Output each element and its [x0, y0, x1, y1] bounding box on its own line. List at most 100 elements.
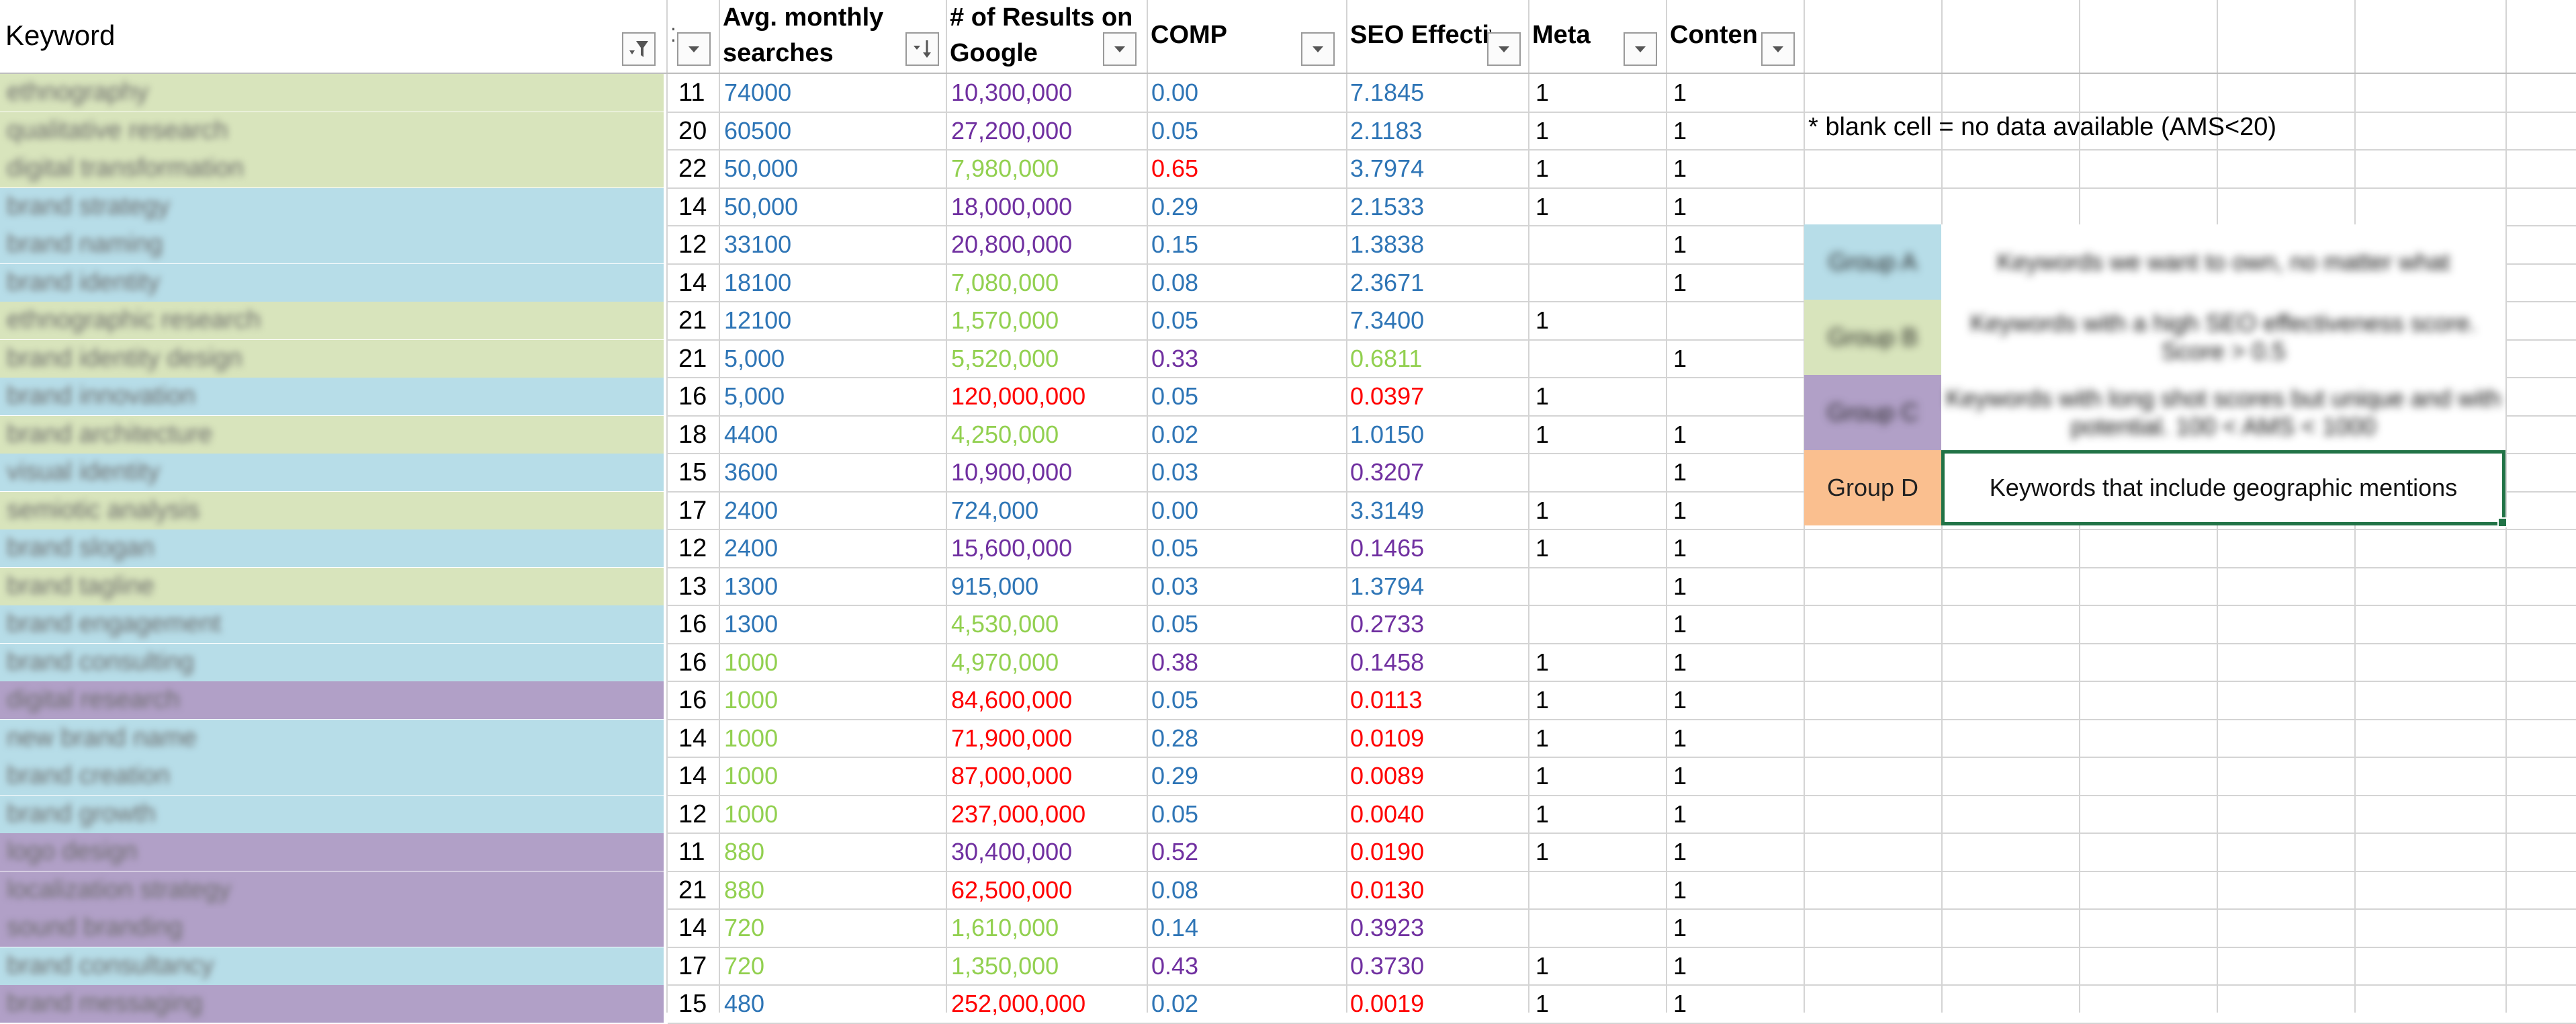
sort-desc-icon[interactable]: [905, 32, 939, 66]
cell-comp[interactable]: 0.03: [1151, 572, 1199, 600]
cell-meta[interactable]: 1: [1536, 990, 1550, 1017]
cell-results-on-google[interactable]: 4,530,000: [951, 610, 1059, 638]
cell-seo-effectiveness[interactable]: 0.0113: [1350, 686, 1423, 714]
cell-content[interactable]: 1: [1673, 800, 1687, 828]
cell-seo-effectiveness[interactable]: 3.7974: [1350, 155, 1425, 182]
cell-keyword[interactable]: brand slogan: [0, 529, 664, 567]
cell-results-on-google[interactable]: 20,800,000: [951, 230, 1073, 258]
cell-content[interactable]: 1: [1673, 572, 1687, 600]
cell-avg-monthly-searches[interactable]: 880: [724, 876, 765, 904]
cell-num[interactable]: 16: [678, 610, 707, 638]
cell-seo-effectiveness[interactable]: 0.3923: [1350, 914, 1425, 941]
cell-num[interactable]: 15: [678, 458, 707, 486]
cell-avg-monthly-searches[interactable]: 1000: [724, 648, 779, 676]
cell-seo-effectiveness[interactable]: 0.1458: [1350, 648, 1425, 676]
dropdown-arrow-icon[interactable]: [1301, 32, 1335, 66]
cell-seo-effectiveness[interactable]: 0.0397: [1350, 382, 1425, 410]
cell-content[interactable]: 1: [1673, 951, 1687, 980]
cell-results-on-google[interactable]: 18,000,000: [951, 192, 1073, 220]
cell-keyword[interactable]: brand growth: [0, 795, 664, 833]
cell-keyword[interactable]: semiotic analysis: [0, 491, 664, 529]
cell-content[interactable]: 1: [1673, 420, 1687, 448]
header-content[interactable]: Conten: [1667, 0, 1804, 74]
cell-content[interactable]: 1: [1673, 990, 1687, 1017]
cell-results-on-google[interactable]: 915,000: [951, 572, 1039, 600]
cell-content[interactable]: 1: [1673, 192, 1687, 220]
cell-comp[interactable]: 0.52: [1151, 838, 1199, 865]
cell-comp[interactable]: 0.33: [1151, 344, 1199, 372]
cell-avg-monthly-searches[interactable]: 50,000: [724, 192, 799, 220]
cell-num[interactable]: 20: [678, 116, 707, 145]
cell-keyword[interactable]: ethnographic research: [0, 302, 664, 339]
cell-seo-effectiveness[interactable]: 1.3838: [1350, 230, 1425, 258]
cell-seo-effectiveness[interactable]: 1.3794: [1350, 572, 1425, 600]
cell-keyword[interactable]: brand messaging: [0, 985, 664, 1023]
cell-seo-effectiveness[interactable]: 0.0190: [1350, 838, 1425, 865]
cell-avg-monthly-searches[interactable]: 880: [724, 838, 765, 865]
cell-comp[interactable]: 0.29: [1151, 192, 1199, 220]
cell-keyword[interactable]: digital transformation: [0, 150, 664, 187]
cell-comp[interactable]: 0.28: [1151, 724, 1199, 752]
cell-seo-effectiveness[interactable]: 2.1533: [1350, 192, 1425, 220]
cell-seo-effectiveness[interactable]: 0.6811: [1350, 344, 1423, 372]
cell-avg-monthly-searches[interactable]: 2400: [724, 496, 779, 524]
cell-comp[interactable]: 0.05: [1151, 686, 1199, 714]
cell-results-on-google[interactable]: 71,900,000: [951, 724, 1073, 752]
cell-results-on-google[interactable]: 27,200,000: [951, 116, 1073, 144]
cell-num[interactable]: 17: [678, 496, 707, 525]
cell-meta[interactable]: 1: [1536, 762, 1550, 790]
cell-comp[interactable]: 0.38: [1151, 648, 1199, 676]
cell-comp[interactable]: 0.08: [1151, 268, 1199, 296]
cell-comp[interactable]: 0.08: [1151, 876, 1199, 904]
cell-meta[interactable]: 1: [1536, 800, 1550, 828]
cell-avg-monthly-searches[interactable]: 1000: [724, 724, 779, 752]
cell-seo-effectiveness[interactable]: 0.0130: [1350, 876, 1425, 904]
cell-keyword[interactable]: new brand name: [0, 719, 664, 757]
cell-comp[interactable]: 0.05: [1151, 610, 1199, 638]
dropdown-arrow-icon[interactable]: [1103, 32, 1137, 66]
cell-seo-effectiveness[interactable]: 2.3671: [1350, 268, 1425, 296]
cell-num[interactable]: 14: [678, 724, 707, 753]
cell-results-on-google[interactable]: 237,000,000: [951, 800, 1086, 828]
cell-results-on-google[interactable]: 1,350,000: [951, 951, 1059, 980]
cell-avg-monthly-searches[interactable]: 3600: [724, 458, 779, 486]
cell-comp[interactable]: 0.43: [1151, 951, 1199, 980]
cell-results-on-google[interactable]: 7,980,000: [951, 155, 1059, 182]
cell-content[interactable]: 1: [1673, 724, 1687, 752]
cell-num[interactable]: 12: [678, 534, 707, 562]
cell-comp[interactable]: 0.05: [1151, 534, 1199, 562]
cell-seo-effectiveness[interactable]: 0.0109: [1350, 724, 1425, 752]
cell-avg-monthly-searches[interactable]: 1300: [724, 610, 779, 638]
cell-avg-monthly-searches[interactable]: 33100: [724, 230, 792, 258]
cell-num[interactable]: 18: [678, 420, 707, 449]
cell-keyword[interactable]: visual identity: [0, 454, 664, 491]
cell-meta[interactable]: 1: [1536, 838, 1550, 865]
cell-keyword[interactable]: localization strategy: [0, 871, 664, 909]
dropdown-arrow-icon[interactable]: [677, 32, 711, 66]
cell-results-on-google[interactable]: 10,300,000: [951, 79, 1073, 106]
cell-results-on-google[interactable]: 252,000,000: [951, 990, 1086, 1017]
dropdown-arrow-icon[interactable]: [1487, 32, 1521, 66]
cell-content[interactable]: 1: [1673, 876, 1687, 904]
header-comp[interactable]: COMP: [1148, 0, 1346, 74]
fill-handle[interactable]: [2497, 517, 2507, 527]
cell-comp[interactable]: 0.65: [1151, 155, 1199, 182]
cell-avg-monthly-searches[interactable]: 1000: [724, 762, 779, 790]
cell-num[interactable]: 17: [678, 951, 707, 980]
cell-content[interactable]: 1: [1673, 155, 1687, 182]
cell-num[interactable]: 14: [678, 268, 707, 297]
cell-results-on-google[interactable]: 1,570,000: [951, 306, 1059, 334]
header-seo-effectiveness[interactable]: SEO Effectiv: [1347, 0, 1528, 74]
cell-keyword[interactable]: sound branding: [0, 909, 664, 947]
cell-keyword[interactable]: logo design: [0, 833, 664, 871]
cell-content[interactable]: 1: [1673, 686, 1687, 714]
cell-seo-effectiveness[interactable]: 0.0089: [1350, 762, 1425, 790]
cell-results-on-google[interactable]: 5,520,000: [951, 344, 1059, 372]
cell-results-on-google[interactable]: 120,000,000: [951, 382, 1086, 410]
cell-keyword[interactable]: brand naming: [0, 226, 664, 263]
cell-avg-monthly-searches[interactable]: 74000: [724, 79, 792, 106]
cell-meta[interactable]: 1: [1536, 116, 1550, 144]
cell-num[interactable]: 21: [678, 876, 707, 904]
cell-num[interactable]: 16: [678, 648, 707, 677]
